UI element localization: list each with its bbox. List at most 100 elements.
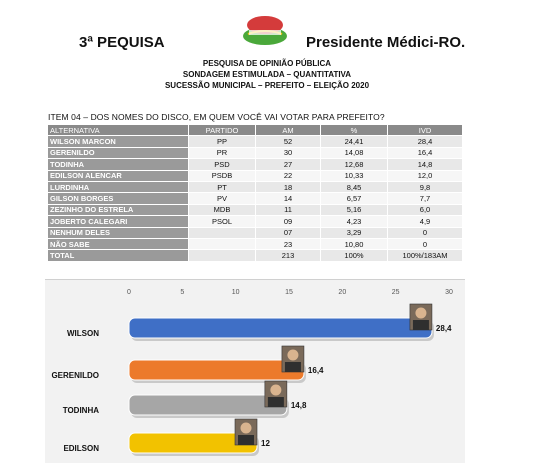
table-cell [188, 226, 256, 239]
column-header: ALTERNATIVA [47, 123, 189, 137]
table-cell: 27 [255, 158, 321, 171]
table-cell: 16,4 [387, 146, 463, 160]
table-row: TODINHA PSD 27 12,68 14,8 [47, 158, 463, 171]
table-cell: 12,0 [387, 169, 463, 182]
table-row: ZEZINHO DO ESTRELA MDB 11 5,16 6,0 [47, 203, 463, 217]
bar [128, 359, 305, 381]
column-header: PARTIDO [188, 123, 256, 137]
pesquisa-logo [243, 16, 287, 45]
subtitle-line: PESQUISA DE OPINIÃO PÚBLICA [202, 59, 332, 68]
table-cell: GILSON BORGES [47, 192, 189, 205]
survey-subtitles: PESQUISA DE OPINIÃO PÚBLICA SONDAGEM EST… [0, 58, 534, 91]
table-row: LURDINHA PT 18 8,45 9,8 [47, 180, 463, 194]
x-tick-label: 20 [338, 289, 346, 296]
table-cell: 100%/183AM [387, 249, 463, 262]
table-row: TOTAL 213 100% 100%/183AM [47, 249, 463, 262]
table-cell: 4,9 [387, 215, 463, 228]
table-cell [188, 237, 256, 251]
table-row: EDILSON ALENCAR PSDB 22 10,33 12,0 [47, 169, 463, 182]
candidate-photo-body [412, 320, 429, 330]
table-cell: 52 [255, 135, 321, 148]
table-cell: 14 [255, 192, 321, 205]
table-cell: 213 [255, 249, 321, 262]
column-header: % [320, 123, 388, 137]
table-row: GILSON BORGES PV 14 6,57 7,7 [47, 192, 463, 205]
column-header: AM [255, 123, 321, 137]
table-row: JOBERTO CALEGARI PSOL 09 4,23 4,9 [47, 215, 463, 228]
table-cell: 07 [255, 226, 321, 239]
table-cell: MDB [188, 203, 256, 217]
table-cell: 10,80 [320, 237, 388, 251]
table-cell: 100% [320, 249, 388, 262]
subtitle-line: SUCESSÃO MUNICIPAL – PREFEITO – ELEIÇÃO … [164, 81, 370, 90]
table-cell: PP [188, 135, 256, 148]
table-cell: NÃO SABE [47, 237, 189, 251]
bar-value-label: 28,4 [436, 324, 452, 333]
table-cell: PSOL [188, 215, 256, 228]
table-cell: 0 [387, 237, 463, 251]
x-tick-label: 15 [285, 289, 293, 296]
candidate-photo-face [415, 307, 427, 319]
table-cell: 14,8 [387, 158, 463, 171]
category-label: EDILSON [63, 444, 99, 453]
bar-value-label: 16,4 [308, 366, 324, 375]
x-tick-label: 0 [127, 289, 131, 296]
table-cell: 9,8 [387, 180, 463, 194]
table-cell: JOBERTO CALEGARI [47, 215, 189, 228]
bar-chart: 0 5 10 15 20 25 30 28,4 WILSON 16,4 GERENILDO 14,8 T… [45, 279, 465, 463]
category-label: GERENILDO [51, 371, 99, 380]
candidate-photo-body [267, 397, 284, 407]
bar [128, 394, 288, 416]
table-cell: 0 [387, 226, 463, 239]
table-cell: 30 [255, 146, 321, 160]
x-tick-label: 30 [445, 289, 453, 296]
table-cell: 14,08 [320, 146, 388, 160]
table-cell: 10,33 [320, 169, 388, 182]
table-cell: 11 [255, 203, 321, 217]
table-cell: TODINHA [47, 158, 189, 171]
table-cell: PV [188, 192, 256, 205]
table-cell: PT [188, 180, 256, 194]
table-cell: 6,57 [320, 192, 388, 205]
candidate-photo-body [284, 362, 301, 372]
table-cell: 09 [255, 215, 321, 228]
table-cell: 12,68 [320, 158, 388, 171]
table-row: NENHUM DELES 07 3,29 0 [47, 226, 463, 239]
table-cell: GERENILDO [47, 146, 189, 160]
x-tick-label: 25 [392, 289, 400, 296]
item-question: ITEM 04 – DOS NOMES DO DISCO, EM QUEM VO… [48, 112, 385, 122]
table-cell: WILSON MARCON [47, 135, 189, 148]
x-tick-label: 5 [180, 289, 184, 296]
table-cell: 6,0 [387, 203, 463, 217]
x-tick-label: 10 [232, 289, 240, 296]
survey-number-title: 3ª PEQUISA [79, 34, 165, 51]
results-table: ALTERNATIVA PARTIDO AM % IVD WILSON MARC… [47, 123, 463, 262]
bar [128, 317, 433, 339]
table-header-row: ALTERNATIVA PARTIDO AM % IVD [47, 123, 463, 137]
category-label: TODINHA [63, 406, 100, 415]
table-cell: ZEZINHO DO ESTRELA [47, 203, 189, 217]
table-cell: 8,45 [320, 180, 388, 194]
table-row: WILSON MARCON PP 52 24,41 28,4 [47, 135, 463, 148]
location-title: Presidente Médici-RO. [306, 34, 466, 51]
subtitle-line: SONDAGEM ESTIMULADA – QUANTITATIVA [182, 70, 352, 79]
table-cell: 5,16 [320, 203, 388, 217]
category-label: WILSON [67, 329, 99, 338]
table-cell: 28,4 [387, 135, 463, 148]
bar-value-label: 14,8 [291, 401, 307, 410]
table-cell: 7,7 [387, 192, 463, 205]
table-cell: 23 [255, 237, 321, 251]
candidate-photo-face [240, 422, 252, 434]
bar-chart-svg: 0 5 10 15 20 25 30 28,4 WILSON 16,4 GERENILDO 14,8 T… [51, 289, 453, 456]
table-row: GERENILDO PR 30 14,08 16,4 [47, 146, 463, 160]
table-cell: PR [188, 146, 256, 160]
table-cell: PSDB [188, 169, 256, 182]
table-row: NÃO SABE 23 10,80 0 [47, 237, 463, 251]
table-cell: 4,23 [320, 215, 388, 228]
table-cell [188, 249, 256, 262]
table-cell: 3,29 [320, 226, 388, 239]
table-cell: EDILSON ALENCAR [47, 169, 189, 182]
table-cell: PSD [188, 158, 256, 171]
table-cell: TOTAL [47, 249, 189, 262]
candidate-photo-body [238, 435, 254, 445]
